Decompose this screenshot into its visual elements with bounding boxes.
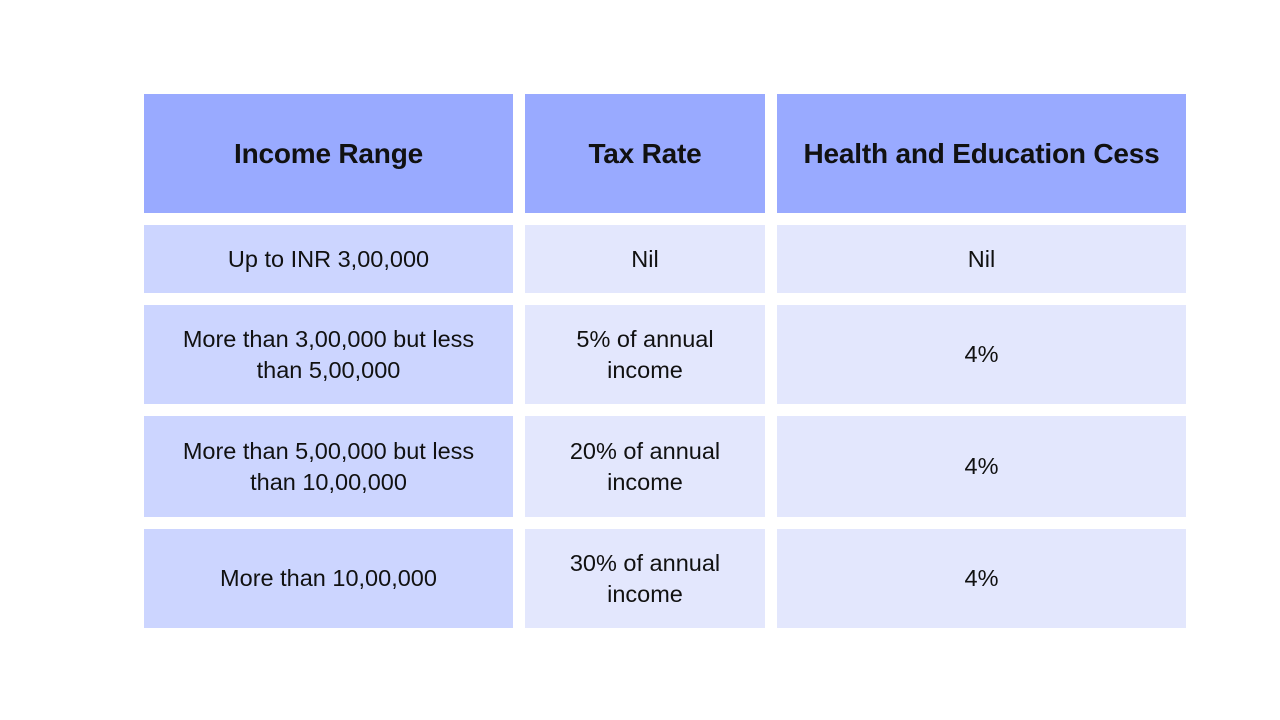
row-4-cess: 4% [777,529,1186,628]
row-4-income-range: More than 10,00,000 [144,529,513,628]
row-2-tax-rate: 5% of annual income [525,305,765,404]
row-1-income-range: Up to INR 3,00,000 [144,225,513,293]
row-2-income-range: More than 3,00,000 but less than 5,00,00… [144,305,513,404]
income-tax-table: Income Range Tax Rate Health and Educati… [144,94,1186,628]
header-income-range: Income Range [144,94,513,213]
row-3-tax-rate: 20% of annual income [525,416,765,517]
row-1-cess: Nil [777,225,1186,293]
header-tax-rate: Tax Rate [525,94,765,213]
row-3-income-range: More than 5,00,000 but less than 10,00,0… [144,416,513,517]
header-cess: Health and Education Cess [777,94,1186,213]
row-1-tax-rate: Nil [525,225,765,293]
row-2-cess: 4% [777,305,1186,404]
row-3-cess: 4% [777,416,1186,517]
row-4-tax-rate: 30% of annual income [525,529,765,628]
